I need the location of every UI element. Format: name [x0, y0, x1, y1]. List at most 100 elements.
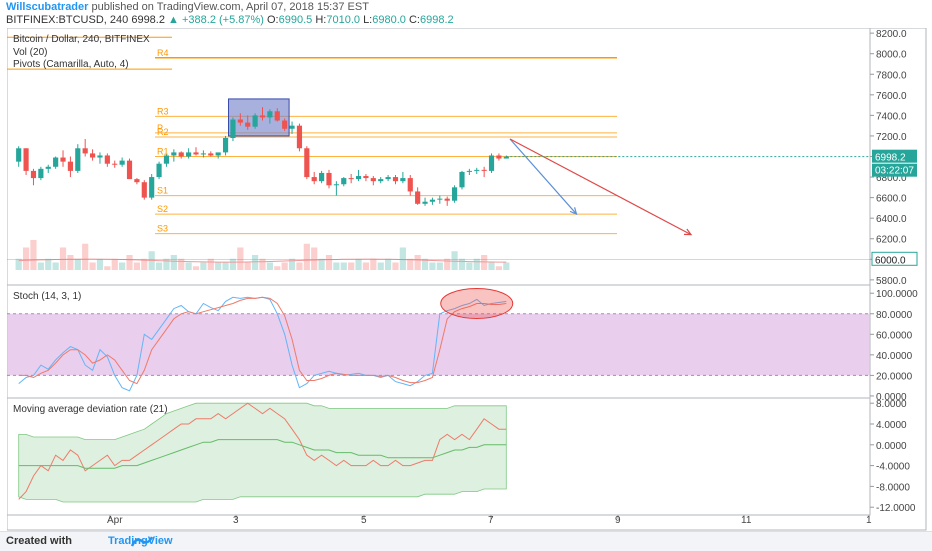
- close-label: C:: [408, 14, 420, 26]
- candle-body: [296, 125, 303, 149]
- stoch-highlight-ellipse: [440, 287, 514, 319]
- mad-tick-label: -8.0000: [876, 482, 910, 493]
- stoch-pane-title: Stoch (14, 3, 1): [13, 291, 81, 302]
- candle-body: [208, 153, 214, 156]
- candle-body: [119, 160, 125, 165]
- close-value: 6998.2: [419, 14, 454, 26]
- volume-bar: [466, 262, 473, 270]
- chart-area[interactable]: 8200.08000.07800.07600.07400.07200.07000…: [6, 27, 927, 531]
- price-tick-label: 7800.0: [876, 70, 907, 81]
- candle-body: [126, 160, 133, 180]
- volume-bar: [133, 262, 141, 270]
- volume-bar: [22, 247, 30, 270]
- last-price-badge: [872, 149, 917, 163]
- volume-bar: [185, 262, 192, 270]
- candle-body: [452, 187, 458, 201]
- volume-bar: [141, 258, 148, 270]
- time-tick-label: 11: [741, 515, 752, 526]
- candle-body: [53, 157, 59, 167]
- price-tick-label: 7200.0: [876, 132, 907, 143]
- candle-body: [363, 176, 369, 179]
- volume-bar: [119, 262, 126, 270]
- candle-body: [193, 152, 199, 155]
- candle-body: [437, 198, 443, 200]
- pivot-label-r1: R1: [157, 147, 169, 157]
- candle-body: [326, 172, 332, 186]
- pivot-label-s2: S2: [157, 204, 168, 214]
- open-label: O:: [267, 14, 279, 26]
- volume-bar: [281, 262, 288, 270]
- volume-bar: [288, 258, 296, 270]
- publish-info: published on TradingView.com, April 07, …: [91, 1, 369, 13]
- candle-body: [178, 152, 184, 157]
- volume-bar: [163, 258, 170, 270]
- symbol-label[interactable]: BITFINEX:BTCUSD, 240: [6, 14, 129, 26]
- volume-bar: [237, 247, 244, 270]
- price-tick-label: 6800.0: [876, 173, 907, 184]
- price-tick-label: 6600.0: [876, 194, 907, 205]
- price-tick-label: 6200.0: [876, 235, 907, 246]
- symbol-line: BITFINEX:BTCUSD, 240 6998.2 ▲ +388.2 (+5…: [6, 14, 454, 26]
- stoch-tick-label: 0.0000: [876, 392, 907, 403]
- volume-bar: [296, 262, 303, 270]
- candle-body: [245, 122, 251, 127]
- candle-body: [97, 155, 103, 158]
- stoch-tick-label: 40.0000: [876, 351, 913, 362]
- price-tick-label: 7400.0: [876, 111, 907, 122]
- volume-bar: [178, 258, 185, 270]
- stoch-tick-label: 80.0000: [876, 310, 913, 321]
- volume-bar: [444, 258, 451, 270]
- stoch-tick-label: 20.0000: [876, 371, 913, 382]
- indicator-label: Pivots (Camarilla, Auto, 4): [13, 59, 129, 70]
- volume-bar: [259, 258, 266, 270]
- pivot-label-s1: S1: [157, 186, 168, 196]
- stoch-line-red: [18, 296, 507, 385]
- stoch-tick-label: 100.0000: [876, 289, 918, 300]
- pivot-label-s3: S3: [157, 224, 168, 234]
- candle-body: [67, 161, 73, 171]
- candle-body: [407, 178, 413, 192]
- volume-bar: [370, 258, 377, 270]
- countdown-badge: [872, 163, 917, 177]
- candle-body: [370, 178, 376, 182]
- volume-bar: [407, 258, 414, 270]
- time-tick-label: 3: [233, 515, 239, 526]
- candle-body: [75, 148, 81, 171]
- volume-bar: [89, 262, 96, 270]
- candle-body: [237, 119, 243, 123]
- tradingview-brand[interactable]: TradingView: [108, 535, 173, 547]
- volume-bar: [348, 262, 355, 270]
- volume-bar: [207, 258, 214, 270]
- candle-body: [215, 152, 221, 156]
- candle-body: [163, 155, 170, 164]
- candle-body: [282, 120, 288, 129]
- candle-body: [45, 166, 51, 169]
- time-tick-label: 5: [361, 515, 367, 526]
- volume-bar: [473, 258, 480, 270]
- candle-body: [355, 176, 362, 180]
- volume-bar: [67, 255, 74, 270]
- volume-bar: [274, 266, 281, 270]
- candle-body: [474, 169, 480, 171]
- volume-bar: [414, 255, 421, 270]
- candle-body: [82, 148, 88, 154]
- mad-tick-label: 8.0000: [876, 399, 907, 410]
- price-change: ▲ +388.2 (+5.87%): [168, 14, 264, 26]
- volume-bar: [74, 258, 81, 270]
- candle-body: [30, 170, 37, 179]
- author-link[interactable]: Willscubatrader: [6, 1, 89, 13]
- pivot-label-r4: R4: [157, 48, 169, 58]
- candle-body: [252, 115, 258, 127]
- volume-bar: [451, 251, 458, 270]
- candle-body: [341, 178, 347, 185]
- candle-body: [378, 179, 384, 182]
- volume-bar: [384, 258, 392, 270]
- price-tick-label: 8000.0: [876, 50, 907, 61]
- volume-bar: [82, 243, 89, 270]
- volume-bar: [333, 262, 340, 270]
- chart-svg[interactable]: 8200.08000.07800.07600.07400.07200.07000…: [6, 27, 927, 531]
- candle-body: [319, 172, 325, 182]
- highlight-box: [228, 98, 290, 137]
- volume-bar: [362, 262, 370, 270]
- candle-body: [89, 153, 96, 158]
